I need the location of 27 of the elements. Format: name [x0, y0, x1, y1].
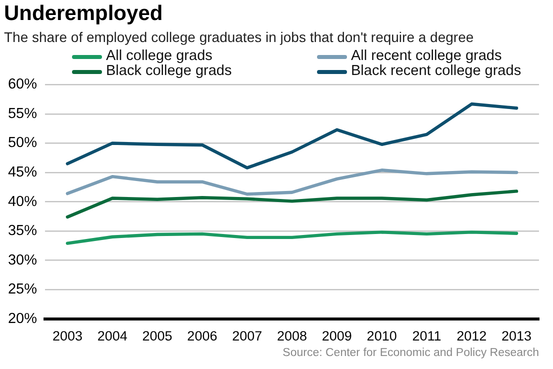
- x-tick-label: 2008: [276, 328, 308, 344]
- y-tick-label: 35%: [8, 223, 38, 240]
- y-tick-label: 55%: [8, 106, 38, 122]
- legend-label: All recent college grads: [351, 48, 502, 64]
- y-tick-label: 60%: [8, 76, 38, 93]
- x-tick-label: 2003: [52, 328, 82, 344]
- x-tick-label: 2004: [97, 328, 128, 344]
- y-tick-label: 45%: [8, 164, 38, 180]
- x-tick-label: 2010: [366, 328, 397, 344]
- x-tick-label: 2005: [142, 328, 172, 344]
- y-tick-label: 20%: [8, 310, 38, 327]
- legend-label: Black college grads: [106, 63, 232, 79]
- y-tick-label: 30%: [8, 252, 38, 268]
- chart-subtitle: The share of employed college graduates in jobs that don't require a degree: [4, 29, 474, 45]
- x-tick-label: 2013: [502, 328, 532, 344]
- source-note: Source: Center for Economic and Policy Research: [282, 347, 539, 359]
- y-tick-label: 40%: [8, 194, 38, 210]
- y-tick-label: 25%: [8, 282, 38, 298]
- y-tick-label: 50%: [8, 135, 38, 152]
- legend-label: Black recent college grads: [351, 63, 522, 79]
- x-tick-label: 2006: [187, 328, 218, 344]
- chart-title: Underemployed: [4, 2, 163, 26]
- x-tick-label: 2011: [412, 328, 442, 344]
- legend-label: All college grads: [106, 48, 212, 64]
- x-tick-label: 2012: [456, 328, 487, 344]
- x-tick-label: 2007: [232, 328, 262, 344]
- x-tick-label: 2009: [322, 328, 352, 344]
